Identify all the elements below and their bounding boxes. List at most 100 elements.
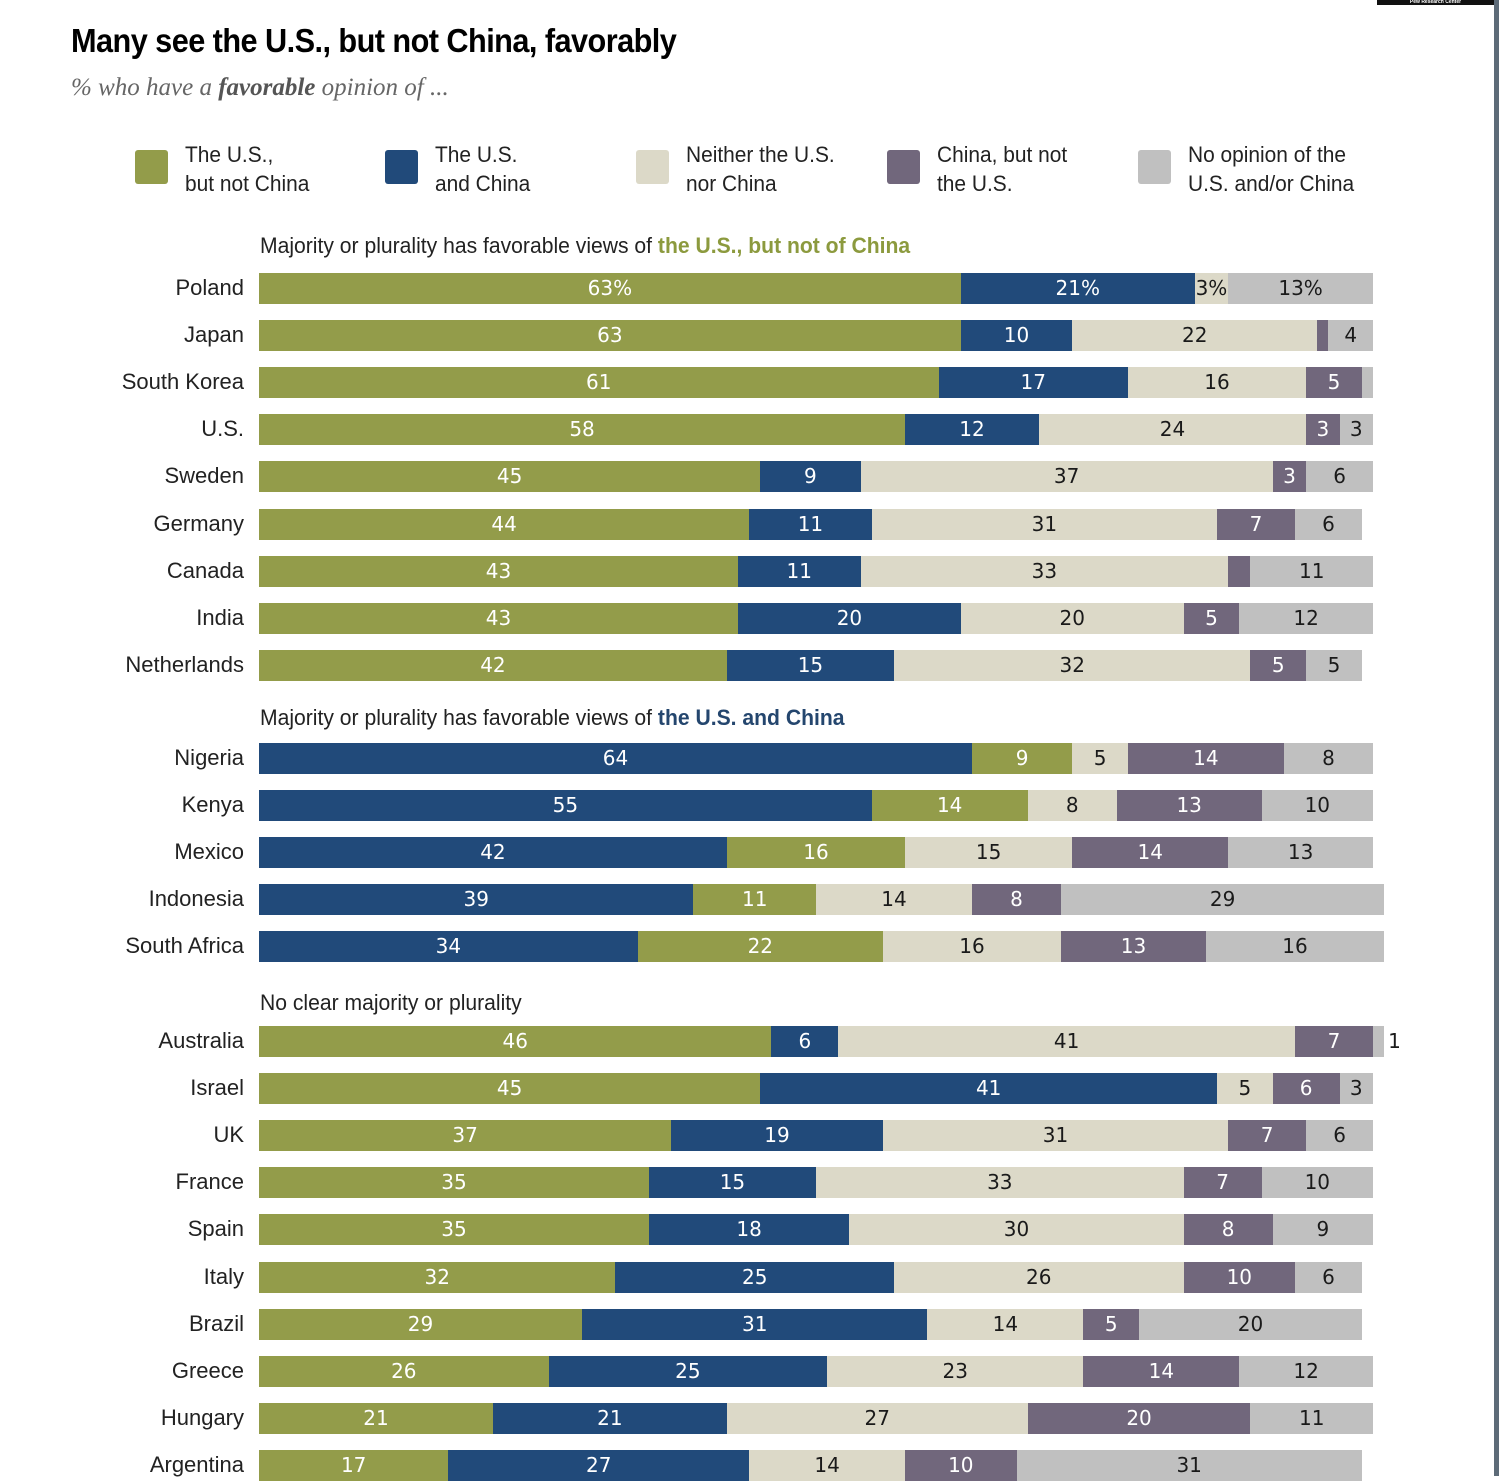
bar-segment-no-opinion: 6	[1306, 1120, 1373, 1151]
bar-segment-neither: 26	[893, 1262, 1184, 1293]
bar-segment-no-opinion: 6	[1306, 461, 1373, 492]
bar-segment-no-opinion: 5	[1306, 650, 1362, 681]
bar-segment-china-not-us: 13	[1061, 931, 1206, 962]
data-label: 14	[1137, 840, 1163, 864]
data-label: 8	[1065, 793, 1079, 817]
data-label: 3	[1349, 417, 1363, 441]
bar-segment-neither: 20	[960, 603, 1184, 634]
bar-segment-us-and-china: 10	[960, 320, 1073, 351]
bar-segment-us-not-china: 63	[259, 320, 961, 351]
bar-segment-neither: 31	[871, 509, 1218, 540]
data-label: 16	[1204, 370, 1230, 394]
bar-segment-us-not-china: 32	[259, 1262, 616, 1293]
data-label: 37	[1053, 464, 1080, 488]
data-label: 11	[741, 887, 768, 911]
bar-segment-no-opinion: 13	[1228, 837, 1373, 868]
bar-segment-us-and-china: 34	[259, 931, 638, 962]
bar-segment-us-not-china: 22	[637, 931, 883, 962]
bar-segment-neither: 30	[849, 1214, 1184, 1245]
bar-segment-china-not-us: 14	[1083, 1356, 1240, 1387]
data-label: 18	[736, 1217, 762, 1241]
data-label: 55	[552, 793, 579, 817]
bar-segment-neither: 16	[882, 931, 1062, 962]
bar-segment-us-and-china: 21%	[960, 273, 1195, 304]
country-label: Kenya	[181, 792, 244, 817]
bar-segment-us-not-china: 43	[259, 556, 739, 587]
bar-segment-us-not-china: 37	[259, 1120, 672, 1151]
data-label: 11	[1298, 559, 1325, 583]
bar-segment-no-opinion: 11	[1250, 1403, 1373, 1434]
subtitle-emphasis: favorable	[218, 74, 316, 101]
data-label: 16	[803, 840, 829, 864]
bar-segment-us-and-china: 31	[582, 1309, 928, 1340]
data-label: 30	[1003, 1217, 1030, 1241]
subtitle-suffix: opinion of ...	[315, 74, 449, 101]
data-label: 3	[1316, 417, 1330, 441]
data-label: 45	[496, 464, 523, 488]
data-label: 32	[1059, 653, 1085, 677]
data-label: 11	[797, 512, 824, 536]
bar-segment-us-and-china: 42	[259, 837, 727, 868]
country-label: Greece	[171, 1358, 244, 1383]
subtitle-prefix: % who have a	[71, 74, 219, 101]
data-label: 14	[1193, 746, 1219, 770]
bar-segment-us-not-china: 61	[259, 367, 939, 398]
chart-title: Many see the U.S., but not China, favora…	[71, 22, 677, 59]
bar-segment-neither: 5	[1217, 1073, 1273, 1104]
data-label: 12	[959, 417, 985, 441]
data-label: 42	[480, 840, 506, 864]
country-label: Poland	[175, 275, 244, 300]
bar-segment-no-opinion	[1361, 367, 1373, 398]
bar-segment-china-not-us: 8	[971, 884, 1062, 915]
country-label: UK	[213, 1122, 244, 1147]
data-label: 22	[1182, 323, 1208, 347]
country-label: Netherlands	[125, 652, 244, 677]
data-label: 34	[435, 934, 462, 958]
data-label: 19	[764, 1123, 790, 1147]
data-label: 10	[1304, 793, 1331, 817]
bar-segment-neither: 31	[882, 1120, 1229, 1151]
country-label: Italy	[203, 1264, 244, 1289]
data-label: 8	[1322, 746, 1335, 770]
country-label: Indonesia	[148, 886, 244, 911]
bar-segment-neither: 23	[827, 1356, 1084, 1387]
bar-segment-us-not-china: 42	[259, 650, 727, 681]
data-label: 35	[441, 1217, 467, 1241]
bar-segment-us-and-china: 18	[648, 1214, 850, 1245]
data-label: 32	[424, 1265, 450, 1289]
bar-segment-china-not-us: 3	[1272, 461, 1307, 492]
bar-segment-us-and-china: 17	[938, 367, 1128, 398]
bar-segment-us-and-china: 25	[548, 1356, 828, 1387]
country-label: South Africa	[125, 933, 244, 958]
bar-segment-us-not-china: 45	[259, 1073, 761, 1104]
bar-segment-china-not-us: 5	[1306, 367, 1362, 398]
data-label: 33	[987, 1170, 1013, 1194]
data-label: 26	[391, 1359, 417, 1383]
bar-segment-china-not-us: 13	[1116, 790, 1262, 821]
data-label: 31	[1176, 1453, 1202, 1477]
country-label: France	[175, 1169, 244, 1194]
data-label: 7	[1216, 1170, 1229, 1194]
data-label: 29	[407, 1312, 434, 1336]
bar-segment-neither: 16	[1127, 367, 1307, 398]
bar-segment-us-and-china: 55	[259, 790, 872, 821]
section-title: Majority or plurality has favorable view…	[260, 705, 845, 731]
bar-segment-no-opinion: 13%	[1228, 273, 1373, 304]
data-label: 13	[1287, 840, 1314, 864]
data-label: 9	[804, 464, 817, 488]
bar-segment-neither: 32	[893, 650, 1251, 681]
bar-segment-us-and-china: 11	[749, 509, 872, 540]
bar-segment-no-opinion: 12	[1239, 1356, 1373, 1387]
bar-segment-china-not-us: 7	[1217, 509, 1295, 540]
data-label: 41	[975, 1076, 1002, 1100]
data-label: 7	[1249, 512, 1263, 536]
bar-segment-us-and-china: 9	[760, 461, 861, 492]
bar-segment-us-not-china: 11	[693, 884, 816, 915]
source-credit-badge: Pew Research Center	[1377, 0, 1494, 5]
data-label: 20	[1126, 1406, 1152, 1430]
bar-segment-us-and-china: 19	[671, 1120, 883, 1151]
data-label: 17	[340, 1453, 367, 1477]
bar-segment-us-and-china: 11	[738, 556, 861, 587]
bar-segment-neither: 5	[1072, 743, 1128, 774]
data-label: 14	[936, 793, 963, 817]
